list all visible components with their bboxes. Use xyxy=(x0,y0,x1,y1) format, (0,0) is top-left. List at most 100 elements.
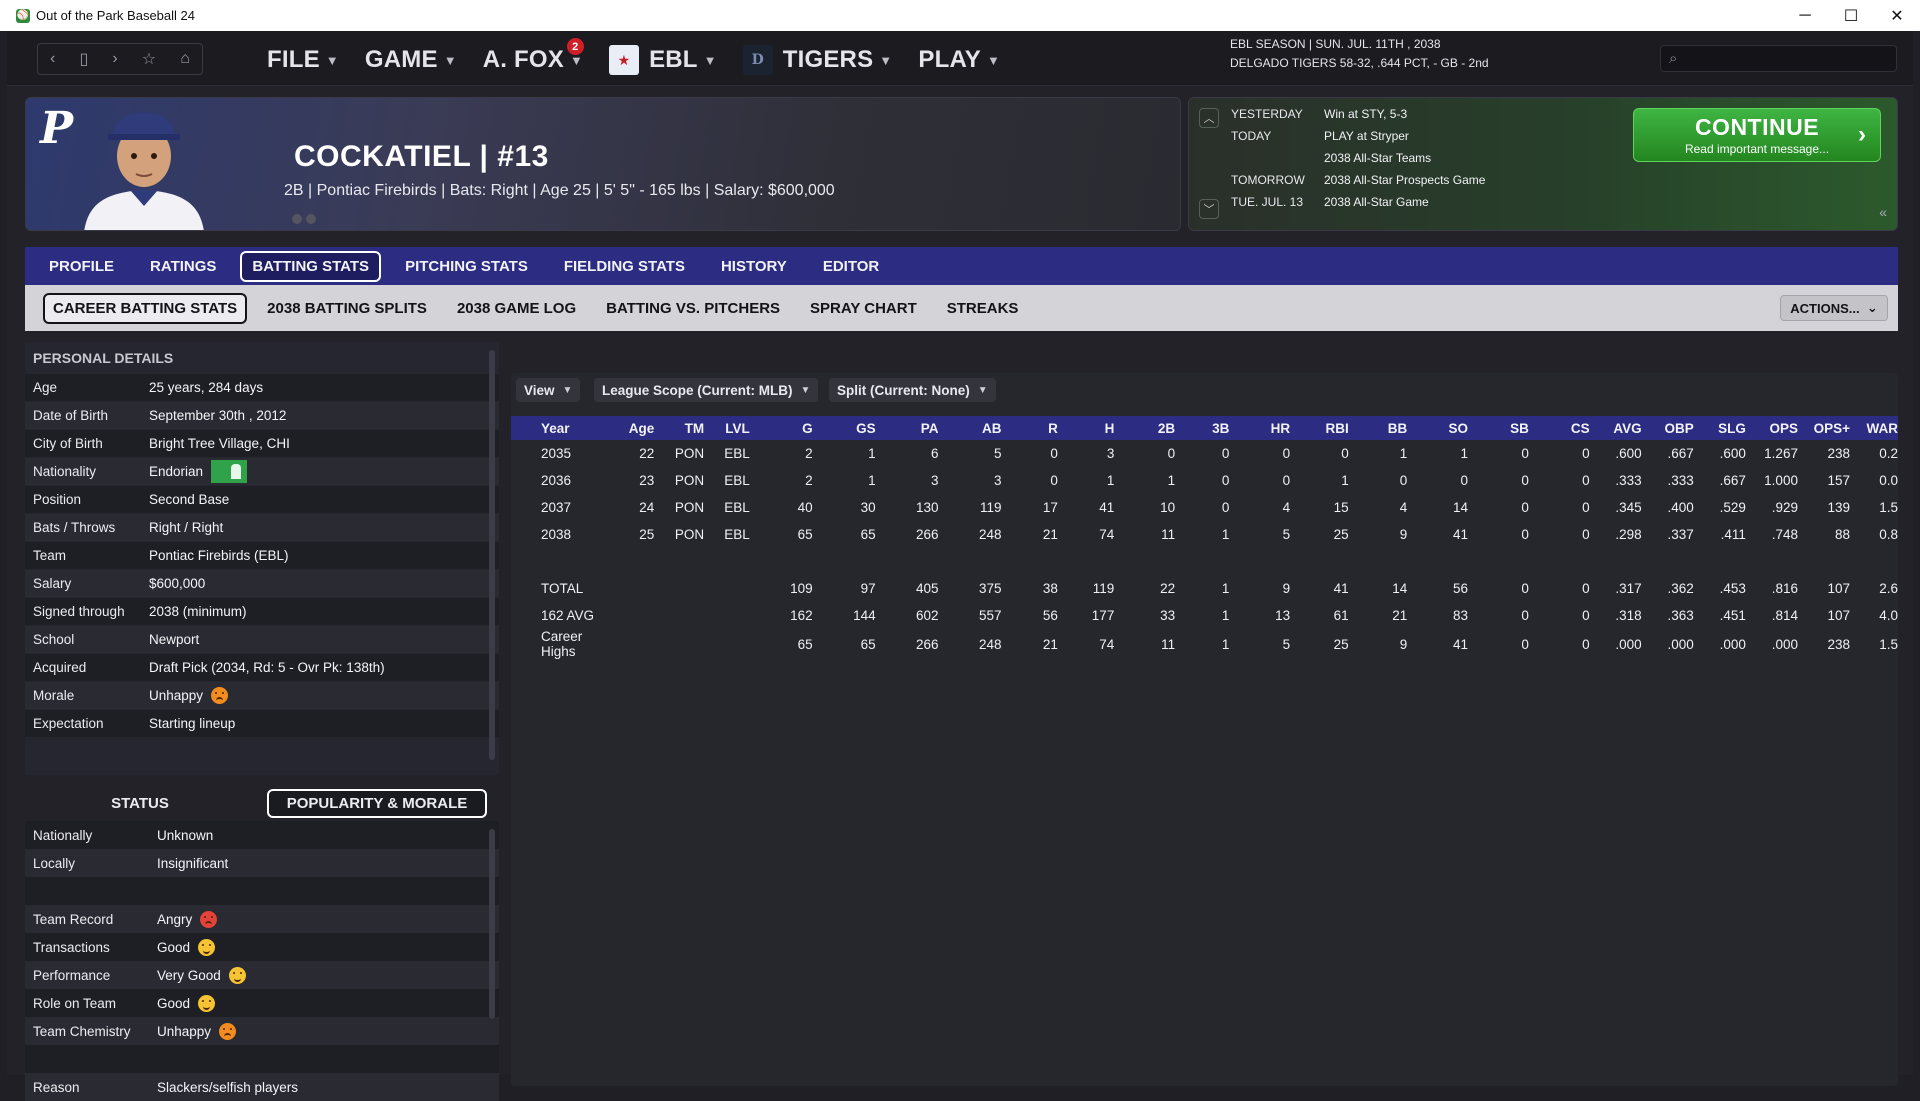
table-cell: 23 xyxy=(639,473,655,488)
column-header[interactable]: G xyxy=(749,416,813,440)
table-row[interactable]: 162 AVG 162 144 602 557 56 177 33 1 13 61 21 83 0 0 .31… xyxy=(511,602,1898,629)
column-header[interactable]: LVL xyxy=(704,416,750,440)
menu-game[interactable]: GAME ▼ xyxy=(365,46,457,74)
column-header[interactable]: WAR xyxy=(1850,416,1898,440)
scrollbar[interactable] xyxy=(489,829,495,1019)
menu-play[interactable]: PLAY ▼ xyxy=(918,46,1000,74)
table-row[interactable]: 2038 25 PON EBL 65 65 266 248 21 74 11 1 5 25 9 41 0 0.29… xyxy=(511,521,1898,548)
detail-row: Age 25 years, 284 days xyxy=(25,374,499,402)
column-header[interactable]: CS xyxy=(1528,416,1590,440)
schedule-value[interactable]: PLAY at Stryper xyxy=(1324,129,1409,143)
table-cell: PON xyxy=(674,500,705,515)
page-icon[interactable]: ▯ xyxy=(79,51,89,68)
table-cell: 0 xyxy=(1521,636,1529,652)
table-row[interactable]: 2037 24 PON EBL 40 30 130 119 17 41 10 0 4 15 4 14 0 0 .34… xyxy=(511,494,1898,521)
search-input[interactable]: ⌕ xyxy=(1660,45,1897,72)
menu-manager[interactable]: A. FOX 2 ▼ xyxy=(483,38,584,74)
subtab-batting-vs-pitchers[interactable]: BATTING VS. PITCHERS xyxy=(606,299,781,317)
schedule-value[interactable]: 2038 All-Star Prospects Game xyxy=(1324,173,1486,187)
league-scope-dropdown[interactable]: League Scope (Current: MLB) ▼ xyxy=(594,378,819,402)
column-header[interactable]: RBI xyxy=(1290,416,1349,440)
column-header[interactable]: 2B xyxy=(1114,416,1176,440)
chevron-up-icon[interactable]: ︿ xyxy=(1199,108,1219,128)
column-header[interactable]: SO xyxy=(1407,416,1469,440)
personal-details-header: PERSONAL DETAILS xyxy=(33,350,174,366)
collapse-icon[interactable]: « xyxy=(1879,204,1887,220)
subtab-streaks[interactable]: STREAKS xyxy=(946,299,1019,317)
tab-batting-stats[interactable]: BATTING STATS xyxy=(240,250,382,282)
forward-icon[interactable]: › xyxy=(112,50,118,67)
detail-value[interactable]: Pontiac Firebirds (EBL) xyxy=(149,548,289,563)
column-header[interactable]: OPS+ xyxy=(1797,416,1851,440)
dot[interactable] xyxy=(306,214,316,224)
column-header[interactable]: AB xyxy=(938,416,1002,440)
column-header[interactable]: GS xyxy=(812,416,876,440)
menu-league[interactable]: ★ EBL ▼ xyxy=(609,45,717,75)
schedule-value[interactable]: Win at STY, 5-3 xyxy=(1324,107,1408,121)
table-cell: 83 xyxy=(1453,608,1469,623)
table-cell: 107 xyxy=(1827,581,1851,596)
back-icon[interactable]: ‹ xyxy=(50,50,56,67)
subtab-career-batting[interactable]: CAREER BATTING STATS xyxy=(43,292,248,324)
column-header[interactable]: OBP xyxy=(1641,416,1694,440)
tab-profile[interactable]: PROFILE xyxy=(49,257,115,275)
table-row[interactable]: TOTAL 109 97 405 375 38 119 22 1 9 41 14 56 0 0 .317 .36… xyxy=(511,575,1898,602)
column-header[interactable]: TM xyxy=(654,416,705,440)
league-scope-label: League Scope (Current: MLB) xyxy=(602,382,793,398)
chevron-down-icon: ⌄ xyxy=(1866,300,1878,315)
table-cell: 22 xyxy=(1160,581,1176,596)
table-cell: EBL xyxy=(724,500,750,515)
column-header[interactable]: SB xyxy=(1468,416,1529,440)
column-header[interactable]: PA xyxy=(875,416,939,440)
home-icon[interactable]: ⌂ xyxy=(180,50,190,67)
table-row[interactable]: 2035 22 PON EBL 2 1 6 5 0 3 0 0 0 0 1 1 0 0 .600 .667 .600 1.… xyxy=(511,440,1898,467)
view-dropdown[interactable]: View ▼ xyxy=(516,378,581,402)
close-button[interactable]: ✕ xyxy=(1890,7,1904,25)
table-cell: 162 AVG xyxy=(541,608,595,623)
tab-ratings[interactable]: RATINGS xyxy=(150,257,217,275)
tab-fielding-stats[interactable]: FIELDING STATS xyxy=(563,257,685,275)
table-cell: .816 xyxy=(1771,581,1798,596)
star-icon[interactable]: ☆ xyxy=(141,51,157,68)
column-header[interactable]: OPS xyxy=(1745,416,1798,440)
column-header[interactable]: H xyxy=(1057,416,1115,440)
tab-pitching-stats[interactable]: PITCHING STATS xyxy=(405,257,528,275)
table-cell: 0.2 xyxy=(1879,446,1898,461)
column-header[interactable]: HR xyxy=(1229,416,1291,440)
maximize-button[interactable]: ☐ xyxy=(1843,7,1859,25)
menu-file[interactable]: FILE ▼ xyxy=(267,46,339,74)
tab-popularity-morale[interactable]: POPULARITY & MORALE xyxy=(267,788,487,818)
menu-game-label: GAME xyxy=(364,46,438,73)
minimize-button[interactable]: ─ xyxy=(1799,6,1811,24)
subtab-spray-chart[interactable]: SPRAY CHART xyxy=(810,299,917,317)
column-header[interactable]: SLG xyxy=(1693,416,1746,440)
table-row[interactable]: Career Highs 65 65 266 248 21 74 11 1 5 25 9 41 0 0.00… xyxy=(511,629,1898,659)
subtab-batting-splits[interactable]: 2038 BATTING SPLITS xyxy=(267,299,427,317)
table-cell xyxy=(600,575,654,602)
column-header[interactable]: Year xyxy=(511,416,600,440)
team-logo-icon: P xyxy=(40,103,74,154)
actions-dropdown[interactable]: ACTIONS... ⌄ xyxy=(1780,295,1888,321)
chevron-down-icon[interactable]: ﹀ xyxy=(1199,199,1219,219)
split-dropdown[interactable]: Split (Current: None) ▼ xyxy=(829,378,996,402)
subtab-game-log[interactable]: 2038 GAME LOG xyxy=(456,299,577,317)
tab-status[interactable]: STATUS xyxy=(111,794,169,812)
column-header[interactable]: BB xyxy=(1348,416,1408,440)
scrollbar[interactable] xyxy=(489,350,495,760)
tab-history[interactable]: HISTORY xyxy=(720,257,787,275)
table-cell: PON xyxy=(674,473,705,488)
table-cell: 0 xyxy=(1050,473,1058,488)
table-row[interactable]: 2036 23 PON EBL 2 1 3 3 0 1 1 0 0 1 0 0 0 0 .333 .333 .667 1.… xyxy=(511,467,1898,494)
continue-button[interactable]: CONTINUE Read important message... › xyxy=(1633,108,1881,162)
dot[interactable] xyxy=(292,214,302,224)
column-header[interactable]: R xyxy=(1001,416,1058,440)
schedule-value[interactable]: 2038 All-Star Teams xyxy=(1324,151,1432,165)
schedule-value[interactable]: 2038 All-Star Game xyxy=(1324,195,1429,209)
detail-value[interactable]: Bright Tree Village, CHI xyxy=(149,436,290,451)
column-header[interactable]: 3B xyxy=(1175,416,1230,440)
table-cell xyxy=(704,602,750,629)
column-header[interactable]: AVG xyxy=(1589,416,1642,440)
tab-editor[interactable]: EDITOR xyxy=(822,257,880,275)
menu-team[interactable]: D TIGERS ▼ xyxy=(742,45,893,75)
column-header[interactable]: Age xyxy=(599,416,655,440)
